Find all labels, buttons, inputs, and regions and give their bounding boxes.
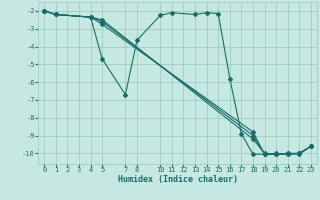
X-axis label: Humidex (Indice chaleur): Humidex (Indice chaleur) [118, 175, 238, 184]
